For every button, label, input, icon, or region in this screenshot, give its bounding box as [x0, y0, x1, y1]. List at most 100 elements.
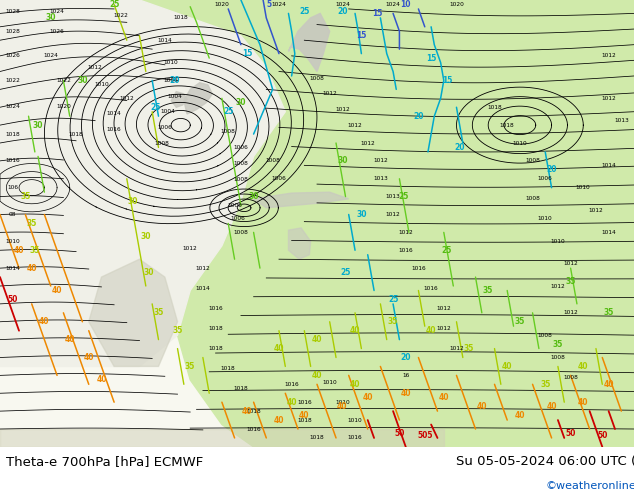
Text: 25: 25	[223, 107, 233, 116]
Text: 1012: 1012	[119, 96, 134, 101]
Text: 40: 40	[96, 375, 107, 384]
Text: 1020: 1020	[214, 2, 230, 7]
Text: 1014: 1014	[601, 230, 616, 235]
Text: 35: 35	[153, 308, 164, 318]
Text: 1016: 1016	[5, 158, 20, 163]
Text: 1026: 1026	[5, 53, 20, 58]
Text: 1012: 1012	[322, 91, 337, 97]
Text: 50: 50	[597, 431, 607, 440]
Text: 35: 35	[20, 192, 30, 201]
Text: 30: 30	[337, 156, 347, 166]
Text: 40: 40	[337, 402, 347, 411]
Text: 20: 20	[547, 165, 557, 174]
Text: 1016: 1016	[284, 382, 299, 387]
Text: 40: 40	[27, 264, 37, 272]
Text: 25: 25	[340, 268, 351, 277]
Text: 1026: 1026	[49, 29, 65, 34]
Text: 40: 40	[363, 393, 373, 402]
Text: 25: 25	[442, 246, 452, 255]
Text: 15: 15	[372, 9, 382, 18]
Text: 1010: 1010	[5, 239, 20, 244]
Text: 40: 40	[426, 326, 436, 335]
Text: 30: 30	[144, 268, 154, 277]
Text: 40: 40	[242, 407, 252, 416]
Text: 1018: 1018	[297, 417, 312, 422]
Text: 1006: 1006	[233, 145, 249, 150]
Text: 1008: 1008	[265, 158, 280, 163]
Text: 1013: 1013	[614, 118, 629, 123]
Text: 1008: 1008	[550, 355, 566, 360]
Text: 1018: 1018	[5, 131, 20, 137]
Text: 35: 35	[483, 286, 493, 295]
Text: 1018: 1018	[173, 15, 188, 21]
Polygon shape	[184, 83, 212, 114]
Text: 1012: 1012	[550, 284, 566, 289]
Text: 08: 08	[9, 212, 16, 217]
Text: 1010: 1010	[512, 141, 527, 146]
Text: 15: 15	[442, 76, 452, 85]
Text: 1018: 1018	[500, 122, 515, 127]
Text: 1018: 1018	[233, 386, 249, 392]
Text: 10: 10	[401, 0, 411, 9]
Text: 1016: 1016	[398, 248, 413, 253]
Polygon shape	[0, 0, 114, 53]
Text: 30: 30	[236, 98, 246, 107]
Text: 25: 25	[150, 103, 160, 112]
Text: 1008: 1008	[525, 196, 540, 201]
Text: 1010: 1010	[164, 60, 179, 65]
Text: 1022: 1022	[113, 13, 128, 18]
Text: 1018: 1018	[309, 436, 325, 441]
Text: 40: 40	[515, 411, 525, 420]
Text: 1012: 1012	[601, 53, 616, 58]
Polygon shape	[171, 92, 187, 107]
Text: 40: 40	[578, 362, 588, 371]
Text: 1004: 1004	[160, 109, 176, 114]
Text: 1018: 1018	[208, 326, 223, 331]
Text: 1024: 1024	[5, 104, 20, 109]
Text: 1028: 1028	[5, 29, 20, 34]
Text: 1013: 1013	[385, 194, 401, 199]
Text: 1012: 1012	[335, 107, 350, 112]
Text: 15: 15	[426, 53, 436, 63]
Text: 40: 40	[39, 317, 49, 326]
Text: 25: 25	[398, 192, 408, 201]
Text: 1012: 1012	[347, 122, 363, 127]
Text: 1006: 1006	[227, 203, 242, 208]
Text: 1024: 1024	[49, 9, 65, 14]
Text: 40: 40	[299, 411, 309, 420]
Text: 20: 20	[413, 112, 424, 121]
Text: 40: 40	[274, 344, 284, 353]
Text: 1012: 1012	[449, 346, 464, 351]
Text: 1008: 1008	[563, 375, 578, 380]
Text: 1024: 1024	[271, 2, 287, 7]
Text: 1016: 1016	[411, 266, 426, 270]
Text: 1020: 1020	[449, 2, 464, 7]
Text: 1012: 1012	[563, 261, 578, 266]
Text: 40: 40	[604, 380, 614, 389]
Text: 40: 40	[65, 335, 75, 344]
Polygon shape	[89, 259, 178, 367]
Text: 20: 20	[455, 143, 465, 152]
Polygon shape	[139, 0, 634, 447]
Text: 30: 30	[128, 196, 138, 206]
Text: 35: 35	[515, 317, 525, 326]
Text: 1012: 1012	[385, 212, 401, 217]
Text: 1008: 1008	[233, 161, 249, 166]
Text: 40: 40	[287, 398, 297, 407]
Text: 1012: 1012	[373, 158, 388, 163]
Text: 15: 15	[356, 31, 366, 40]
Text: 1012: 1012	[183, 245, 198, 250]
Text: 50: 50	[8, 295, 18, 304]
Text: 1014: 1014	[601, 163, 616, 168]
Text: 1016: 1016	[424, 286, 439, 291]
Text: 1008: 1008	[525, 158, 540, 163]
Text: 106: 106	[7, 185, 18, 190]
Text: 1008: 1008	[233, 230, 249, 235]
Text: 5: 5	[267, 0, 272, 9]
Text: 1008: 1008	[154, 141, 169, 146]
Text: 25: 25	[109, 0, 119, 9]
Text: 20: 20	[401, 353, 411, 362]
Text: 1004: 1004	[167, 94, 182, 98]
Text: Su 05-05-2024 06:00 UTC (00+102): Su 05-05-2024 06:00 UTC (00+102)	[456, 456, 634, 468]
Text: 40: 40	[312, 371, 322, 380]
